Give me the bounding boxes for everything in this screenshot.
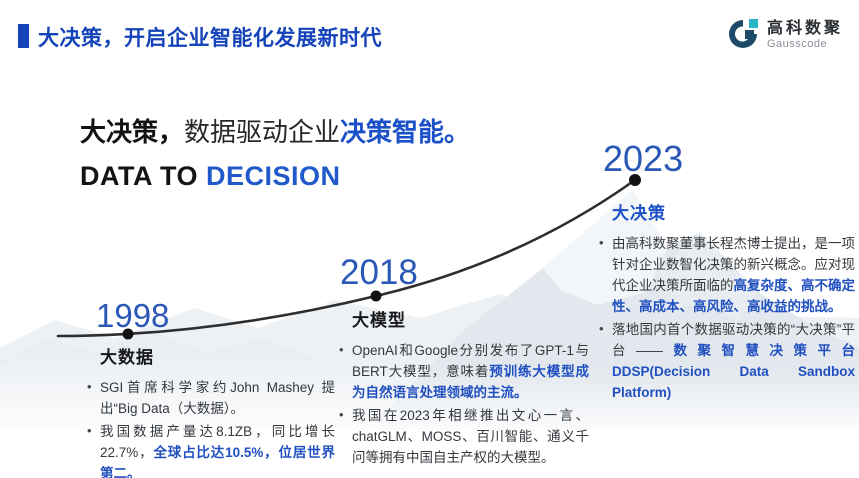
- bullet-text: OpenAI和Google分别发布了GPT-1与BERT大模型，意味着: [352, 343, 589, 380]
- bullet-text-highlight: 高复杂度、高不确定性、高成本、高风险、高收益的挑战。: [612, 278, 855, 315]
- hero-headline: 大决策，数据驱动企业决策智能。 DATA TO DECISION: [80, 112, 470, 192]
- bullet-item: 我国在2023年相继推出文心一言、chatGLM、MOSS、百川智能、通义千问等…: [337, 405, 589, 468]
- milestone-title-bigdata: 大数据: [100, 348, 154, 367]
- hero-line-2: DATA TO DECISION: [80, 161, 470, 192]
- bullet-item: SGI首席科学家约John Mashey 提出“Big Data（大数据）。: [85, 377, 335, 419]
- gausscode-logo-icon: [728, 19, 758, 48]
- milestone-bullets-2023: 由高科数聚董事长程杰博士提出，是一项针对企业数智化决策的新兴概念。应对现代企业决…: [597, 233, 855, 403]
- bullet-text-highlight: 预训练大模型成为自然语言处理领域的主流。: [352, 364, 590, 401]
- milestone-bullets-2018: OpenAI和Google分别发布了GPT-1与BERT大模型，意味着预训练大模…: [337, 340, 589, 468]
- hero-data-to: DATA TO: [80, 161, 206, 191]
- milestone-dot-1998: [122, 328, 134, 340]
- slide-title: 大决策，开启企业智能化发展新时代: [38, 27, 382, 50]
- milestone-column-2018: 大模型 OpenAI和Google分别发布了GPT-1与BERT大模型，意味着预…: [337, 306, 589, 470]
- milestone-dot-2018: [370, 290, 382, 302]
- year-label-2018: 2018: [340, 253, 418, 292]
- title-accent-bar: [18, 24, 29, 48]
- hero-decision: DECISION: [206, 161, 341, 191]
- milestone-title-bigdecision: 大决策: [612, 204, 666, 223]
- bullet-item: OpenAI和Google分别发布了GPT-1与BERT大模型，意味着预训练大模…: [337, 340, 589, 403]
- bullet-text: SGI首席科学家约John Mashey 提出“Big Data（大数据）。: [100, 380, 335, 417]
- company-logo: 高科数聚 Gausscode: [726, 17, 843, 53]
- milestone-title-bigmodel: 大模型: [352, 311, 406, 330]
- bullet-item: 落地国内首个数据驱动决策的“大决策”平台——数聚智慧决策平台DDSP(Decis…: [597, 319, 855, 403]
- milestone-column-1998: 大数据 SGI首席科学家约John Mashey 提出“Big Data（大数据…: [85, 343, 335, 478]
- milestone-column-2023: 大决策 由高科数聚董事长程杰博士提出，是一项针对企业数智化决策的新兴概念。应对现…: [597, 199, 855, 405]
- hero-part-dajuece: 大决策，: [80, 117, 185, 147]
- bullet-text: 我国数据产量达8.1ZB，同比增长22.7%，: [100, 424, 335, 461]
- hero-part-datadriven: 数据驱动企业: [184, 117, 341, 147]
- hero-line-1: 大决策，数据驱动企业决策智能。: [80, 112, 470, 149]
- logo-text-block: 高科数聚 Gausscode: [767, 20, 843, 50]
- bullet-text: 落地国内首个数据驱动决策的“大决策”平台——: [612, 322, 855, 359]
- bullet-item: 我国数据产量达8.1ZB，同比增长22.7%，全球占比达10.5%，位居世界第二…: [85, 421, 335, 478]
- logo-name-en: Gausscode: [766, 37, 828, 50]
- bullet-text-highlight: 全球占比达10.5%，位居世界第二。: [100, 445, 335, 478]
- logo-name-cn: 高科数聚: [766, 20, 843, 38]
- bullet-text: 我国在2023年相继推出文心一言、chatGLM、MOSS、百川智能、通义千问等…: [352, 408, 589, 466]
- milestone-bullets-1998: SGI首席科学家约John Mashey 提出“Big Data（大数据）。 我…: [85, 377, 335, 478]
- bullet-text: 由高科数聚董事长程杰博士提出，是一项针对企业数智化决策的新兴概念。应对现代企业决…: [612, 236, 855, 294]
- hero-part-decision-intel: 决策智能。: [340, 117, 471, 147]
- bullet-item: 由高科数聚董事长程杰博士提出，是一项针对企业数智化决策的新兴概念。应对现代企业决…: [597, 233, 855, 317]
- year-label-2023: 2023: [603, 138, 684, 179]
- slide-header: 大决策，开启企业智能化发展新时代 高科数聚 Gausscode: [0, 0, 859, 62]
- year-label-1998: 1998: [96, 297, 170, 334]
- milestone-dot-2023: [629, 174, 641, 186]
- bullet-text-highlight: 数聚智慧决策平台DDSP(Decision Data Sandbox Platf…: [612, 343, 855, 401]
